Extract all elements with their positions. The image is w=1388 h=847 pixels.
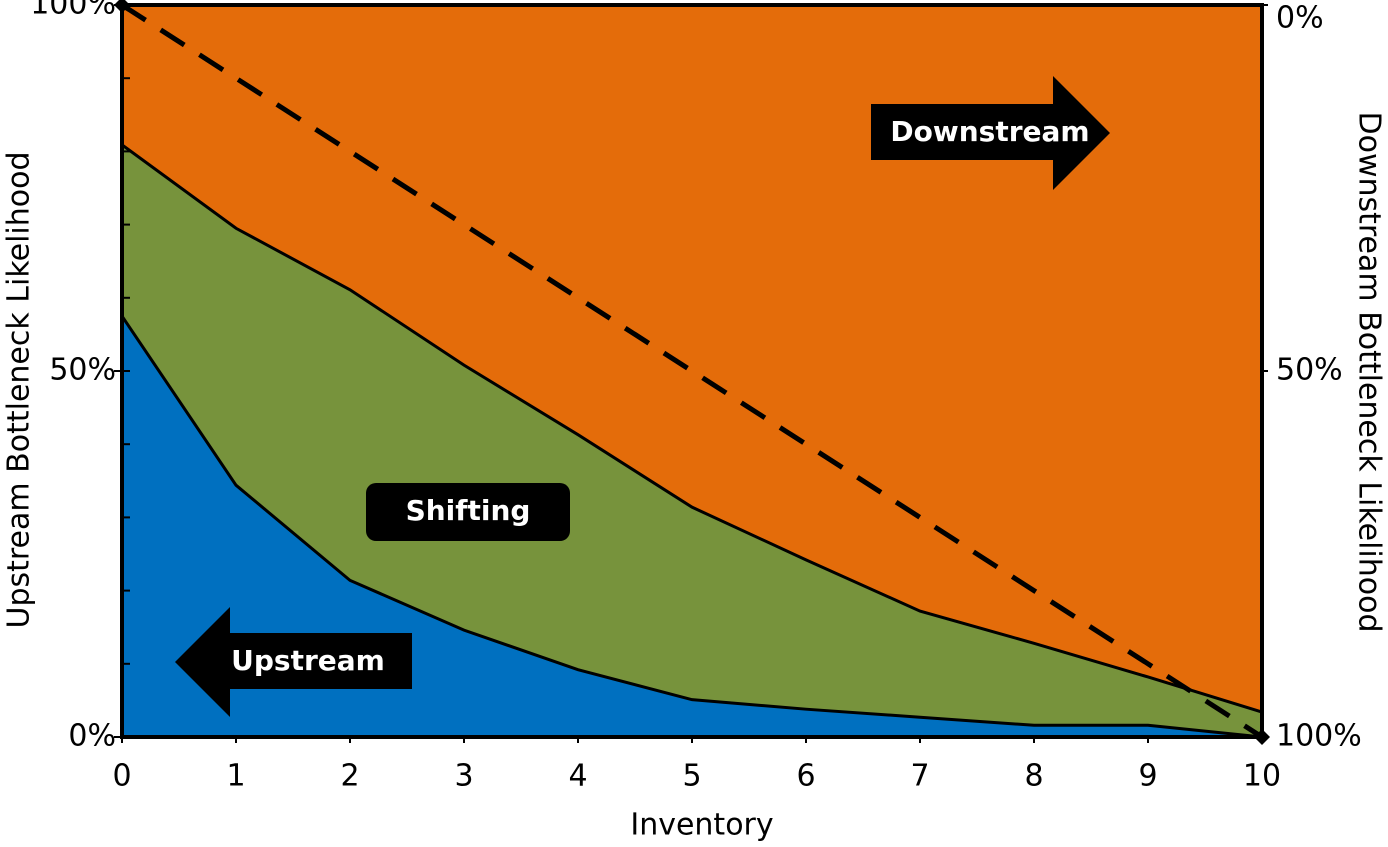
x-tick-label: 8 xyxy=(1024,759,1043,794)
area xyxy=(122,5,1262,713)
x-tick-label: 7 xyxy=(910,759,929,794)
x-tick-label: 4 xyxy=(568,759,587,794)
x-tick-label: 9 xyxy=(1138,759,1157,794)
y2-tick-label: 100% xyxy=(1276,719,1362,754)
series-label: Upstream xyxy=(231,644,385,677)
x-tick-label: 0 xyxy=(112,759,131,794)
y2-axis-label: Downstream Bottleneck Likelihood xyxy=(1352,111,1387,632)
y-axis-label: Upstream Bottleneck Likelihood xyxy=(2,151,37,628)
x-tick-label: 6 xyxy=(796,759,815,794)
x-tick-label: 5 xyxy=(682,759,701,794)
area xyxy=(122,316,1262,737)
area xyxy=(122,144,1262,737)
x-axis-label: Inventory xyxy=(630,808,773,843)
x-tick-label: 10 xyxy=(1243,759,1281,794)
series-label: Shifting xyxy=(406,494,531,527)
y2-tick-label: 0% xyxy=(1276,1,1324,36)
y-tick-label: 0% xyxy=(68,719,116,754)
x-tick-label: 2 xyxy=(340,759,359,794)
series-label: Downstream xyxy=(890,115,1089,148)
area-boundary xyxy=(121,143,1263,714)
x-tick-label: 1 xyxy=(226,759,245,794)
label-arrow xyxy=(871,76,1110,190)
y2-tick-label: 50% xyxy=(1276,353,1343,388)
label-arrow xyxy=(175,607,412,717)
label-box xyxy=(366,483,570,541)
x-tick-label: 3 xyxy=(454,759,473,794)
area-boundary xyxy=(120,315,1263,739)
y-tick-label: 50% xyxy=(49,353,116,388)
dashed-line xyxy=(120,2,1264,740)
y-tick-label: 100% xyxy=(30,0,116,22)
